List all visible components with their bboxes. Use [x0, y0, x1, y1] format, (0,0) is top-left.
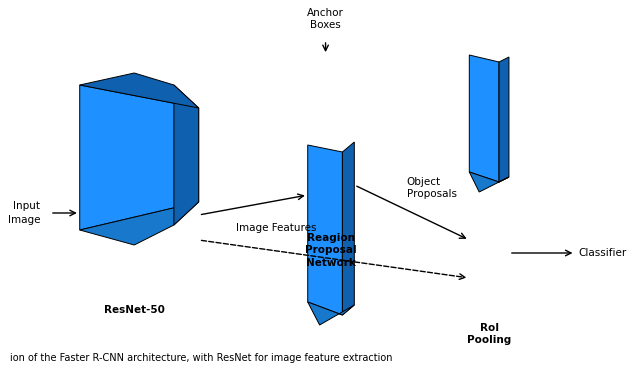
- Text: RoI
Pooling: RoI Pooling: [467, 323, 511, 346]
- Polygon shape: [469, 172, 509, 192]
- Text: Reagion
Proposal
Network: Reagion Proposal Network: [305, 233, 356, 268]
- Polygon shape: [469, 55, 499, 182]
- Text: Input
Image: Input Image: [8, 201, 40, 225]
- Polygon shape: [308, 302, 355, 325]
- Polygon shape: [342, 142, 355, 315]
- Text: Anchor
Boxes: Anchor Boxes: [307, 8, 344, 30]
- Text: Image Features: Image Features: [236, 223, 317, 233]
- Polygon shape: [80, 85, 198, 230]
- Text: ion of the Faster R-CNN architecture, with ResNet for image feature extraction: ion of the Faster R-CNN architecture, wi…: [10, 353, 393, 363]
- Polygon shape: [499, 57, 509, 182]
- Text: Object
Proposals: Object Proposals: [407, 177, 457, 199]
- Polygon shape: [308, 145, 342, 315]
- Text: ResNet-50: ResNet-50: [104, 305, 164, 315]
- Polygon shape: [80, 202, 198, 245]
- Text: Classifier: Classifier: [579, 248, 627, 258]
- Polygon shape: [80, 73, 198, 108]
- Polygon shape: [174, 85, 198, 225]
